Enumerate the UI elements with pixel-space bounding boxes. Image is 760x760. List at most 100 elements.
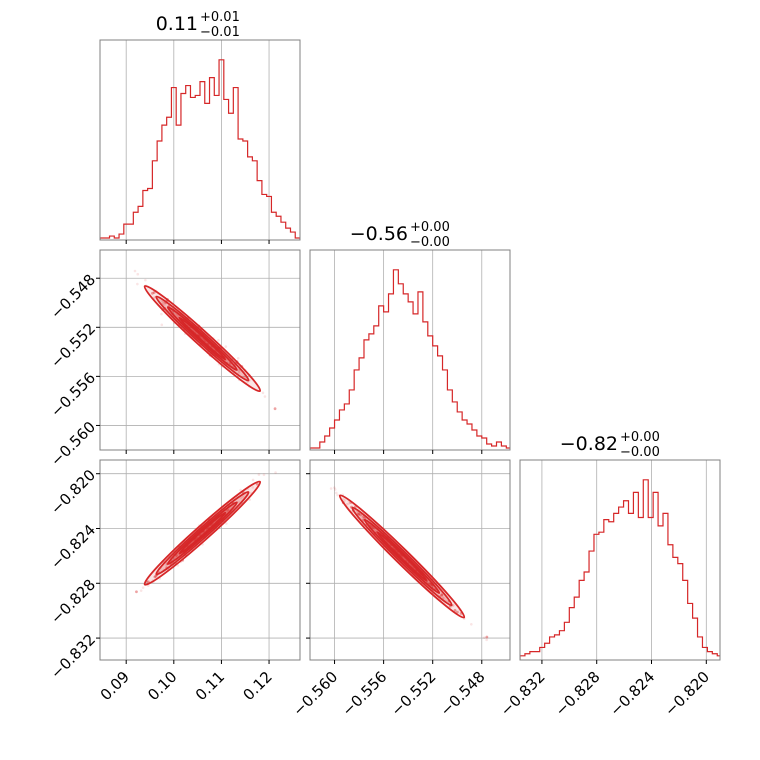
scatter-0 [133, 269, 277, 411]
dense-point [357, 512, 360, 516]
dense-point [363, 516, 367, 520]
dense-point [210, 521, 214, 525]
panel-title-plus: +0.00 [410, 220, 450, 235]
x-tick-label: 0.09 [97, 668, 133, 704]
dense-point [178, 318, 182, 321]
x-tick-label: −0.552 [388, 668, 440, 720]
y-tick-label: −0.824 [47, 521, 99, 573]
dense-point [214, 349, 218, 352]
dense-point [193, 332, 197, 336]
sample-point [241, 495, 245, 498]
dense-point [183, 550, 186, 554]
dense-point [197, 334, 201, 338]
dense-point [414, 569, 418, 572]
sample-point [428, 582, 431, 585]
dense-point [350, 505, 353, 509]
panel-frame [99, 459, 301, 661]
dense-point [200, 529, 204, 533]
sample-point [225, 510, 229, 513]
sample-point [440, 593, 444, 597]
dense-point [208, 347, 212, 351]
sample-point [329, 487, 333, 490]
panel-frame [309, 459, 511, 661]
panel-title-plus: +0.01 [200, 10, 240, 25]
sample-point [237, 371, 241, 375]
y-tick-label: −0.828 [47, 576, 99, 628]
dense-point [419, 574, 423, 578]
dense-point [185, 318, 189, 322]
dense-point [194, 536, 198, 540]
dense-point [222, 513, 226, 516]
panel-frame [99, 39, 301, 241]
dense-point [153, 575, 157, 579]
dense-point [235, 361, 239, 365]
dense-point [420, 570, 424, 574]
dense-point [197, 324, 201, 328]
dense-point [229, 510, 232, 514]
sample-point [136, 272, 140, 276]
sample-point [482, 636, 486, 639]
sample-point [456, 610, 459, 614]
dense-point [230, 358, 234, 362]
dense-point [178, 323, 181, 326]
x-tick-label: −0.820 [661, 668, 713, 720]
density-contour [178, 511, 227, 555]
dense-point [226, 503, 230, 507]
sample-point [237, 370, 241, 373]
dense-point [371, 525, 375, 529]
dense-point [373, 532, 377, 535]
dense-point [169, 562, 173, 566]
dense-point [447, 599, 451, 603]
dense-point [421, 572, 425, 576]
y-tick-label: −0.552 [47, 320, 99, 372]
dense-point [456, 610, 459, 614]
dense-point [171, 309, 175, 313]
dense-point [412, 570, 416, 574]
dense-point [400, 553, 404, 556]
dense-point [205, 528, 209, 532]
sample-point [239, 488, 242, 492]
dense-point [424, 581, 428, 584]
sample-point [441, 596, 445, 599]
dense-point [206, 351, 210, 354]
dense-point [369, 524, 372, 528]
y-tick-label: −0.832 [47, 630, 99, 682]
panel-title-minus: −0.01 [200, 25, 240, 40]
density-contour [178, 316, 227, 361]
dense-point [273, 407, 277, 411]
dense-point [144, 579, 148, 583]
dense-point [201, 332, 205, 336]
dense-point [241, 491, 245, 494]
dense-point [217, 346, 220, 349]
panel-0-0: 0.11 +0.01−0.01 [99, 10, 301, 244]
panel-1-0: −0.560−0.556−0.552−0.548 [47, 249, 301, 470]
dense-point [217, 521, 221, 525]
panel-title-value: 0.11 [156, 13, 198, 35]
panel-title-minus: −0.00 [620, 445, 660, 460]
dense-point [357, 512, 361, 516]
dense-point [204, 532, 207, 536]
dense-point [195, 529, 199, 532]
dense-point [386, 536, 389, 540]
sample-point [333, 488, 337, 491]
dense-point [351, 508, 355, 512]
dense-point [175, 554, 178, 557]
histogram-1 [310, 269, 510, 450]
panel-frame [99, 249, 301, 451]
density-contour [376, 531, 428, 582]
panel-2-0: 0.09 0.10 0.11 0.12 −0.832−0.828−0.824−0.820 [47, 459, 301, 704]
dense-point [405, 563, 409, 566]
histogram-0 [100, 59, 300, 240]
dense-point [429, 583, 433, 587]
x-tick-label: 0.11 [192, 668, 228, 704]
dense-point [430, 586, 434, 590]
dense-point [459, 611, 463, 615]
x-tick-label: −0.828 [552, 668, 604, 720]
dense-point [165, 562, 169, 566]
dense-point [182, 324, 186, 327]
dense-point [211, 352, 215, 356]
dense-point [404, 559, 408, 563]
y-tick-label: −0.548 [47, 271, 99, 323]
dense-point [185, 324, 189, 328]
panel-title-minus: −0.00 [410, 235, 450, 250]
